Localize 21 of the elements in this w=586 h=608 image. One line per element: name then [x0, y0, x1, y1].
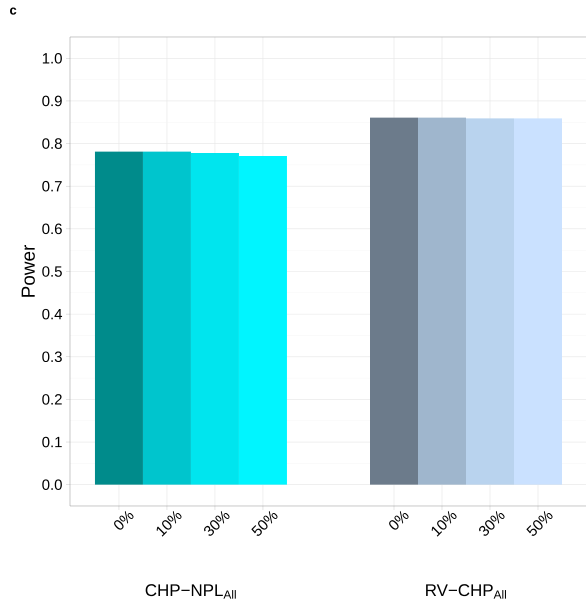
y-axis-title: Power [22, 244, 35, 297]
chart-title: c [10, 8, 16, 15]
y-tick-label: 0.5 [42, 266, 62, 277]
x-tick-label: 0% [389, 510, 409, 530]
y-tick-label: 0.0 [42, 479, 62, 490]
y-tick-label: 0.4 [42, 308, 62, 320]
y-tick-label: 0.1 [42, 436, 62, 448]
y-tick-label: 0.3 [42, 351, 62, 362]
y-tick-label: 0.7 [42, 180, 62, 192]
y-tick-label: 0.6 [42, 224, 62, 234]
x-tick-label: 30% [479, 510, 505, 536]
x-tick-label: 0% [114, 510, 134, 530]
x-tick-label: 50% [251, 510, 278, 536]
y-tick-label: 0.8 [42, 138, 62, 149]
text: RV−CHP$_{All}$ [426, 584, 506, 599]
y-tick-label: 0.9 [42, 96, 62, 106]
text: CHP−NPL$_{All}$ [146, 584, 236, 599]
x-tick-label: 50% [526, 510, 553, 536]
x-tick-label: 30% [204, 510, 230, 536]
y-tick-label: 0.2 [42, 394, 62, 405]
y-tick-label: 1.0 [42, 53, 62, 64]
